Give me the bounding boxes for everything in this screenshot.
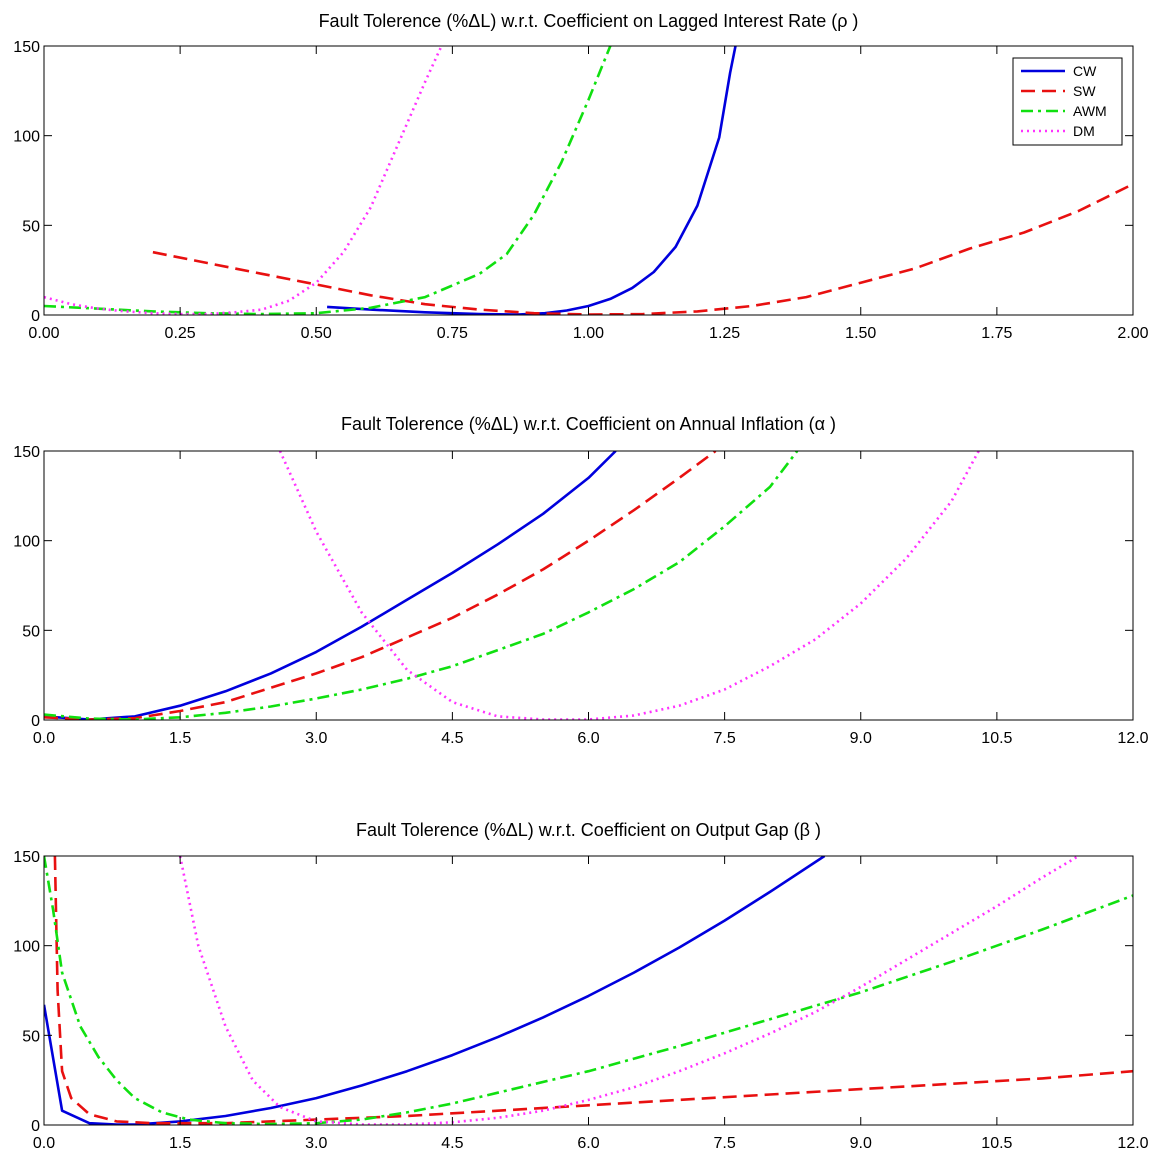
x-tick-label: 0.75 [437, 325, 468, 342]
x-tick-label: 9.0 [850, 730, 872, 747]
y-tick-label: 100 [13, 129, 40, 146]
series-line-cw [44, 451, 617, 720]
y-tick-label: 100 [13, 939, 40, 956]
chart-panel-2: Fault Tolerence (%ΔL) w.r.t. Coefficient… [13, 414, 1148, 747]
series-line-dm [278, 451, 980, 720]
legend: CW SW AWM DM [1012, 57, 1123, 146]
x-tick-label: 4.5 [441, 1135, 463, 1152]
y-tick-label: 150 [13, 444, 40, 461]
x-tick-label: 1.5 [169, 730, 191, 747]
x-tick-label: 1.5 [169, 1135, 191, 1152]
y-tick-label: 50 [22, 623, 40, 640]
x-tick-label: 1.75 [981, 325, 1012, 342]
x-tick-label: 7.5 [714, 730, 736, 747]
axes-frame [43, 855, 1134, 1126]
y-tick-label: 50 [22, 1028, 40, 1045]
x-tick-label: 6.0 [577, 730, 599, 747]
series-line-awm [44, 451, 799, 720]
y-tick-label: 50 [22, 218, 40, 235]
series-line-awm [44, 46, 612, 315]
chart-panel-1: Fault Tolerence (%ΔL) w.r.t. Coefficient… [13, 11, 1148, 342]
series-line-dm [178, 856, 1080, 1125]
legend-label-dm: DM [1073, 123, 1095, 139]
axes-frame [43, 45, 1134, 316]
x-tick-label: 2.00 [1117, 325, 1148, 342]
x-tick-label: 10.5 [981, 730, 1012, 747]
x-tick-label: 0.25 [165, 325, 196, 342]
x-tick-label: 4.5 [441, 730, 463, 747]
chart-panel-3: Fault Tolerence (%ΔL) w.r.t. Coefficient… [13, 820, 1148, 1152]
y-tick-label: 0 [31, 308, 40, 325]
x-tick-label: 12.0 [1117, 1135, 1148, 1152]
x-tick-label: 1.50 [845, 325, 876, 342]
series-line-sw [53, 856, 1133, 1125]
x-tick-label: 7.5 [714, 1135, 736, 1152]
axes-frame [43, 450, 1134, 721]
x-tick-label: 0.0 [33, 1135, 55, 1152]
chart-title: Fault Tolerence (%ΔL) w.r.t. Coefficient… [341, 414, 836, 434]
chart-title: Fault Tolerence (%ΔL) w.r.t. Coefficient… [356, 820, 821, 840]
y-tick-label: 0 [31, 713, 40, 730]
series-line-awm [44, 856, 1133, 1125]
x-tick-label: 3.0 [305, 730, 327, 747]
x-tick-label: 1.00 [573, 325, 604, 342]
x-tick-label: 12.0 [1117, 730, 1148, 747]
x-tick-label: 9.0 [850, 1135, 872, 1152]
series-line-sw [152, 182, 1133, 315]
chart-title: Fault Tolerence (%ΔL) w.r.t. Coefficient… [319, 11, 859, 31]
series-line-cw [327, 46, 737, 315]
x-tick-label: 0.00 [28, 325, 59, 342]
y-tick-label: 150 [13, 39, 40, 56]
legend-label-cw: CW [1073, 63, 1097, 79]
x-tick-label: 6.0 [577, 1135, 599, 1152]
y-tick-label: 100 [13, 534, 40, 551]
series-line-cw [44, 856, 826, 1125]
x-tick-label: 10.5 [981, 1135, 1012, 1152]
y-tick-label: 0 [31, 1118, 40, 1135]
x-tick-label: 3.0 [305, 1135, 327, 1152]
series-line-dm [44, 46, 443, 315]
y-tick-label: 150 [13, 849, 40, 866]
series-line-sw [44, 451, 717, 720]
x-tick-label: 1.25 [709, 325, 740, 342]
x-tick-label: 0.50 [301, 325, 332, 342]
x-tick-label: 0.0 [33, 730, 55, 747]
legend-label-awm: AWM [1073, 103, 1107, 119]
legend-label-sw: SW [1073, 83, 1096, 99]
